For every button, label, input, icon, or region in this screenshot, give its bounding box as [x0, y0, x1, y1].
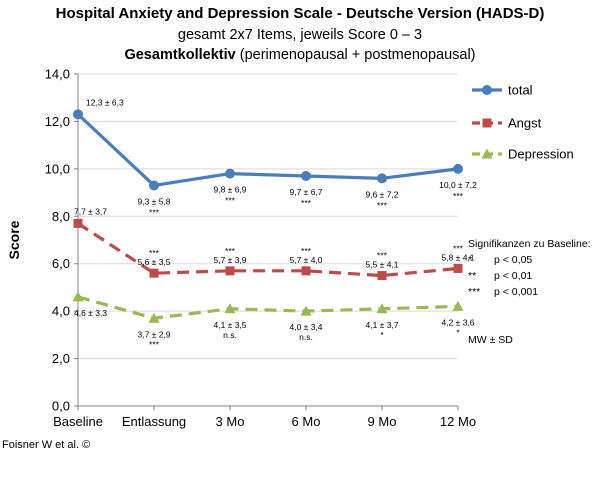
credit: Foisner W et al. ©	[2, 439, 90, 451]
significance-label: ***	[453, 243, 464, 253]
data-label: 9,8 ± 6,9	[213, 185, 246, 195]
data-label: 5,7 ± 4,0	[289, 255, 322, 265]
y-tick-label: 6,0	[52, 256, 70, 271]
significance-title: Signifikanzen zu Baseline:	[468, 238, 591, 250]
x-tick-label: 6 Mo	[292, 414, 321, 429]
legend-label-depression: Depression	[508, 147, 574, 162]
legend-marker-depression	[481, 148, 493, 159]
data-point	[149, 180, 159, 191]
series-line-angst	[77, 222, 459, 278]
data-point	[377, 173, 387, 184]
significance-label: ***	[377, 200, 388, 210]
sig-text-3: p < 0,001	[494, 286, 538, 298]
significance-label: ***	[225, 246, 236, 256]
data-label: 12,3 ± 6,3	[86, 97, 124, 107]
series-angst: 7,7 ± 3,75,6 ± 3,5***5,7 ± 3,9***5,7 ± 4…	[73, 206, 475, 281]
series-layer: 12,3 ± 6,39,3 ± 5,8***9,8 ± 6,9***9,7 ± …	[72, 97, 477, 349]
significance-label: ***	[225, 196, 236, 206]
series-line-total	[76, 113, 459, 188]
data-point	[225, 168, 235, 179]
data-point	[149, 268, 159, 278]
y-tick-label: 10,0	[45, 161, 70, 176]
sig-symbol-3: ***	[468, 286, 480, 298]
significance-label: ***	[149, 248, 160, 258]
series-line-depression	[77, 295, 459, 320]
y-axis-ticks: 0,0 2,0 4,0 6,0 8,0 10,0 12,0 14,0	[45, 67, 458, 414]
significance-label: ***	[301, 198, 312, 208]
data-label: 9,7 ± 6,7	[289, 187, 322, 197]
data-point	[301, 266, 311, 276]
y-axis-label: Score	[6, 220, 22, 259]
data-label: 5,8 ± 4,1	[441, 252, 474, 262]
data-label: 4,6 ± 3,3	[74, 308, 107, 318]
sig-symbol-2: **	[468, 270, 476, 282]
data-point	[73, 109, 83, 120]
data-point	[148, 312, 160, 323]
series-depression: 4,6 ± 3,33,7 ± 2,9***4,1 ± 3,5n.s.4,0 ± …	[72, 291, 475, 349]
data-label: 7,7 ± 3,7	[74, 206, 107, 216]
data-point	[224, 303, 236, 314]
sig-text-2: p < 0,01	[494, 270, 532, 282]
y-tick-label: 0,0	[52, 399, 70, 414]
legend-label-angst: Angst	[508, 116, 542, 131]
data-label: 4,2 ± 3,6	[441, 317, 474, 327]
y-tick-label: 14,0	[45, 67, 70, 82]
significance-label: *	[380, 330, 384, 340]
significance-label: ***	[149, 339, 160, 349]
data-point	[377, 271, 387, 281]
significance-label: ***	[453, 191, 464, 201]
y-tick-label: 8,0	[52, 209, 70, 224]
x-tick-label: 9 Mo	[368, 414, 397, 429]
significance-label: *	[456, 327, 460, 337]
data-label: 4,0 ± 3,4	[289, 322, 322, 332]
legend-label-total: total	[508, 83, 533, 98]
x-tick-label: 12 Mo	[440, 414, 476, 429]
data-label: 5,7 ± 3,9	[213, 255, 246, 265]
data-point	[452, 300, 464, 311]
data-label: 3,7 ± 2,9	[137, 329, 170, 339]
data-label: 5,5 ± 4,1	[365, 260, 398, 270]
data-label: 9,6 ± 7,2	[365, 189, 398, 199]
chart-subtitle2: Gesamtkollektiv (perimenopausal + postme…	[124, 47, 475, 63]
y-tick-label: 12,0	[45, 114, 70, 129]
data-label: 5,6 ± 3,5	[137, 257, 170, 267]
data-point	[300, 305, 312, 316]
legend: total Angst Depression	[472, 83, 574, 162]
x-tick-label: Baseline	[53, 414, 103, 429]
chart-title: Hospital Anxiety and Depression Scale - …	[56, 5, 545, 22]
series-total: 12,3 ± 6,39,3 ± 5,8***9,8 ± 6,9***9,7 ± …	[73, 97, 477, 217]
significance-label: ***	[301, 246, 312, 256]
x-axis-ticks: Baseline Entlassung 3 Mo 6 Mo 9 Mo 12 Mo	[53, 406, 476, 429]
data-label: 4,1 ± 3,7	[365, 320, 398, 330]
sig-text-1: p < 0,05	[494, 254, 532, 266]
sig-symbol-1: *	[468, 254, 472, 266]
significance-box: Signifikanzen zu Baseline: * p < 0,05 **…	[468, 238, 591, 346]
data-point	[225, 266, 235, 276]
legend-marker-total	[482, 85, 492, 95]
data-label: 4,1 ± 3,5	[213, 320, 246, 330]
data-point	[453, 163, 463, 174]
significance-label: ***	[377, 251, 388, 261]
significance-label: ***	[149, 207, 160, 217]
subtitle2-bold: Gesamtkollektiv	[124, 47, 235, 63]
y-tick-label: 2,0	[52, 351, 70, 366]
significance-label: n.s.	[223, 330, 237, 340]
data-label: 9,3 ± 5,8	[137, 196, 170, 206]
significance-label: n.s.	[299, 332, 313, 342]
chart-subtitle: gesamt 2x7 Items, jeweils Score 0 – 3	[178, 27, 422, 43]
subtitle2-rest: (perimenopausal + postmenopausal)	[240, 47, 476, 63]
data-point	[376, 303, 388, 314]
x-tick-label: 3 Mo	[216, 414, 245, 429]
data-point	[301, 170, 311, 181]
mean-sd-note: MW ± SD	[468, 334, 513, 346]
x-tick-label: Entlassung	[122, 414, 186, 429]
legend-marker-angst	[482, 118, 492, 128]
data-label: 10,0 ± 7,2	[439, 180, 477, 190]
y-tick-label: 4,0	[52, 304, 70, 319]
data-point	[73, 218, 83, 228]
data-point	[72, 291, 84, 302]
data-point	[453, 263, 463, 273]
